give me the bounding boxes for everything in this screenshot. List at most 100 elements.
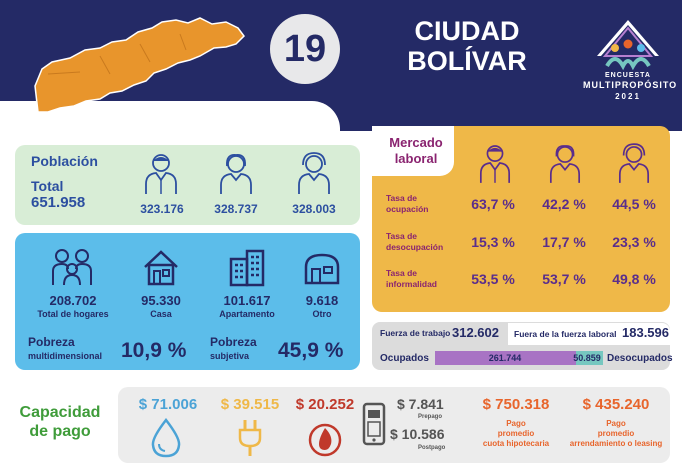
poblacion-total-value: 651.958 xyxy=(31,194,86,211)
hogares-total-label: Total de hogares xyxy=(37,309,109,319)
arriendo-label-line2: promedio xyxy=(597,429,635,438)
other-dwelling-icon xyxy=(304,253,340,285)
pobreza-subj-value: 45,9 % xyxy=(278,339,344,362)
family-icon xyxy=(52,249,92,286)
fuerza-trabajo-label: Fuerza de trabajo xyxy=(380,328,451,338)
hogares-casa-label: Casa xyxy=(150,309,172,319)
arriendo-label-line3: arrendamiento o leasing xyxy=(569,439,663,448)
mercado-ocupacion-other: 44,5 % xyxy=(612,196,656,212)
hipoteca-label: Pago promedio cuota hipotecaria xyxy=(466,419,566,449)
row-label-line1: Tasa de xyxy=(386,268,418,278)
pobreza-subj-label: Pobreza xyxy=(210,335,257,349)
arriendo-label-line1: Pago xyxy=(606,419,626,428)
poblacion-total-label: Total xyxy=(31,178,64,194)
desocupados-value: 50.859 xyxy=(573,353,601,363)
mercado-row-ocupacion-label: Tasa de ocupación xyxy=(386,193,429,215)
desocupados-label: Desocupados xyxy=(607,353,673,364)
hogares-apartamento-value: 101.617 xyxy=(223,293,271,308)
gas-value: $ 20.252 xyxy=(295,396,355,413)
hipoteca-value: $ 750.318 xyxy=(482,396,550,413)
gas-flame-icon xyxy=(308,423,342,457)
postpago-label: Postpago xyxy=(418,445,446,451)
city-title-line1: CIUDAD xyxy=(414,16,520,46)
poblacion-women-value: 328.737 xyxy=(214,202,258,216)
ocupados-value: 261.744 xyxy=(488,353,522,363)
hipoteca-label-line2: promedio xyxy=(497,429,535,438)
row-label-line2: ocupación xyxy=(386,204,429,214)
logo-text-encuesta: ENCUESTA xyxy=(605,72,651,79)
house-icon xyxy=(144,250,178,286)
mercado-ocupacion-men: 63,7 % xyxy=(471,196,515,212)
agua-value: $ 71.006 xyxy=(138,396,198,413)
mercado-man-icon xyxy=(479,145,511,183)
capacidad-title-line2: de pago xyxy=(29,423,91,440)
capacidad-title: Capacidad de pago xyxy=(14,403,106,441)
prepago-value: $ 7.841 xyxy=(397,396,444,412)
mercado-ocupacion-women: 42,2 % xyxy=(542,196,586,212)
ocupados-bar-fill xyxy=(435,351,576,365)
hogares-otro-label: Otro xyxy=(312,309,332,319)
logo-text-year: 2021 xyxy=(615,92,641,101)
mercado-row-informalidad-label: Tasa de informalidad xyxy=(386,268,437,290)
mercado-title-line1: Mercado xyxy=(389,135,443,150)
hogares-apartamento-label: Apartamento xyxy=(219,309,275,319)
capacidad-panel xyxy=(118,387,670,463)
man-icon xyxy=(145,154,177,194)
mercado-informalidad-other: 49,8 % xyxy=(612,271,656,287)
ocupados-label: Ocupados xyxy=(380,353,429,364)
poblacion-title: Población xyxy=(31,153,98,169)
locality-map xyxy=(34,17,245,113)
mercado-informalidad-men: 53,5 % xyxy=(471,271,515,287)
prepago-label: Prepago xyxy=(418,414,443,420)
mercado-woman-icon xyxy=(549,145,581,183)
mercado-person-headset-icon xyxy=(618,143,650,183)
apartment-building-icon xyxy=(229,249,265,287)
fuera-fuerza-value: 183.596 xyxy=(622,325,669,340)
ocupados-bar-track: 261.744 50.859 xyxy=(435,351,603,365)
mercado-informalidad-women: 53,7 % xyxy=(542,271,586,287)
hipoteca-label-line1: Pago xyxy=(506,419,526,428)
mercado-desocupacion-other: 23,3 % xyxy=(612,234,656,250)
fuera-fuerza-box xyxy=(508,323,670,345)
mercado-title: Mercado laboral xyxy=(378,135,454,167)
arriendo-value: $ 435.240 xyxy=(582,396,650,413)
hogares-casa-value: 95.330 xyxy=(141,293,181,308)
hogares-total-value: 208.702 xyxy=(49,293,97,308)
desocupados-bar-fill xyxy=(576,351,603,365)
fuera-fuerza-label: Fuera de la fuerza laboral xyxy=(514,329,617,339)
hogares-panel xyxy=(15,233,360,370)
arriendo-label: Pago promedio arrendamiento o leasing xyxy=(560,419,672,449)
logo-text-multiproposito: MULTIPROPÓSITO xyxy=(583,80,678,90)
city-title-line2: BOLÍVAR xyxy=(407,46,527,76)
row-label-line2: informalidad xyxy=(386,279,438,289)
fuerza-trabajo-value: 312.602 xyxy=(452,325,499,340)
mercado-desocupacion-women: 17,7 % xyxy=(542,234,586,250)
phone-icon xyxy=(362,402,386,446)
locality-number-badge: 19 xyxy=(270,14,340,84)
hipoteca-label-line3: cuota hipotecaria xyxy=(482,439,550,448)
row-label-line1: Tasa de xyxy=(386,193,418,203)
poblacion-panel xyxy=(15,145,360,225)
pobreza-multi-label: Pobreza xyxy=(28,335,75,349)
water-drop-icon xyxy=(151,418,181,458)
hogares-otro-value: 9.618 xyxy=(305,293,339,308)
encuesta-logo-icon xyxy=(597,20,659,71)
row-label-line1: Tasa de xyxy=(386,231,418,241)
woman-icon xyxy=(220,154,252,194)
poblacion-other-value: 328.003 xyxy=(292,202,336,216)
mercado-title-notch xyxy=(372,126,454,176)
city-title: CIUDAD BOLÍVAR xyxy=(382,16,552,76)
capacidad-title-line1: Capacidad xyxy=(19,404,101,421)
mercado-title-line2: laboral xyxy=(394,151,438,166)
energia-value: $ 39.515 xyxy=(220,396,280,413)
mercado-desocupacion-men: 15,3 % xyxy=(471,234,515,250)
electric-plug-icon xyxy=(238,420,262,456)
pobreza-multi-value: 10,9 % xyxy=(121,339,187,362)
pobreza-multi-sublabel: multidimensional xyxy=(28,351,103,361)
person-headset-icon xyxy=(298,152,330,194)
mercado-row-desocupacion-label: Tasa de desocupación xyxy=(386,231,443,253)
postpago-value: $ 10.586 xyxy=(390,426,445,442)
poblacion-men-value: 323.176 xyxy=(140,202,184,216)
pobreza-subj-sublabel: subjetiva xyxy=(210,351,250,361)
row-label-line2: desocupación xyxy=(386,242,444,252)
